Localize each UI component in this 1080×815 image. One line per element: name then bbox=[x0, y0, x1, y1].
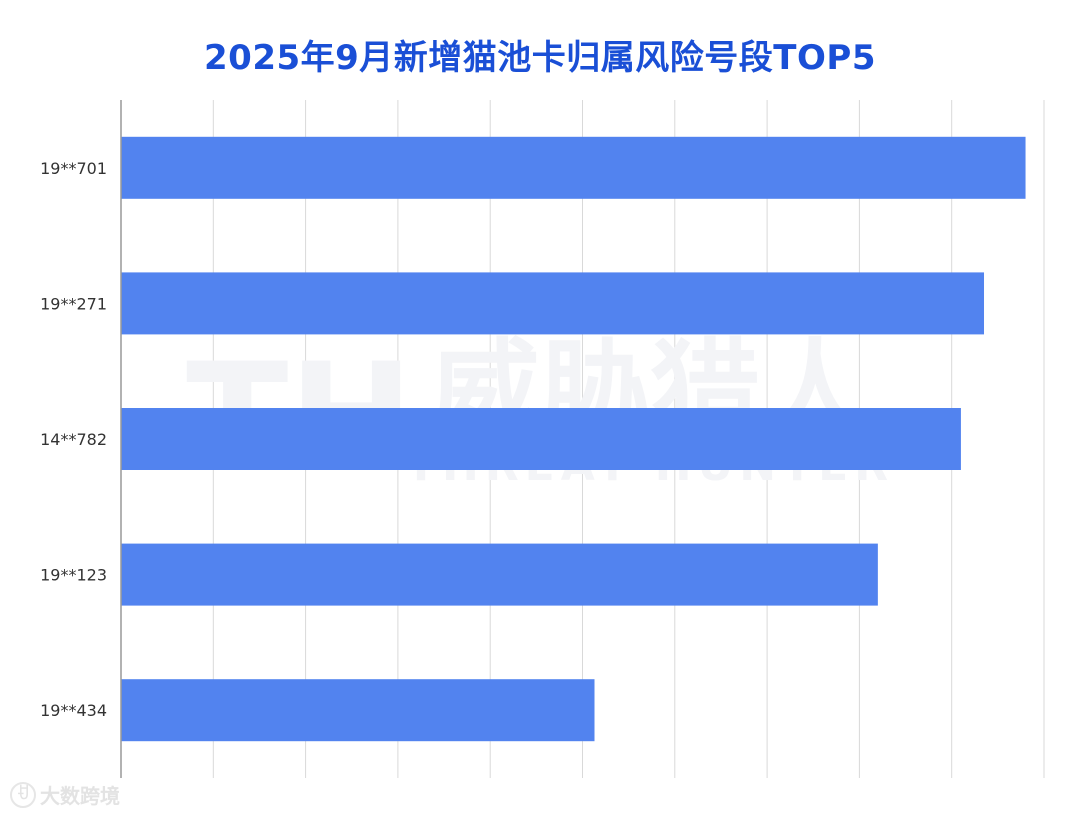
category-label: 19**701 bbox=[40, 159, 107, 178]
brand-logo-icon: ꀀ bbox=[10, 781, 36, 808]
bars bbox=[121, 136, 1026, 742]
footer-brand: ꀀ 大数跨境 bbox=[10, 780, 120, 809]
bar bbox=[121, 272, 985, 335]
brand-text: 大数跨境 bbox=[40, 784, 120, 808]
category-label: 19**434 bbox=[40, 701, 107, 720]
category-label: 14**782 bbox=[40, 430, 107, 449]
category-label: 19**271 bbox=[40, 294, 107, 313]
bar bbox=[121, 543, 878, 606]
category-labels: 19**701 19**271 14**782 19**123 19**434 bbox=[40, 159, 107, 720]
category-label: 19**123 bbox=[40, 566, 107, 585]
bar bbox=[121, 679, 595, 742]
bar bbox=[121, 136, 1026, 199]
bar bbox=[121, 408, 961, 470]
chart-title: 2025年9月新增猫池卡归属风险号段TOP5 bbox=[204, 38, 876, 78]
